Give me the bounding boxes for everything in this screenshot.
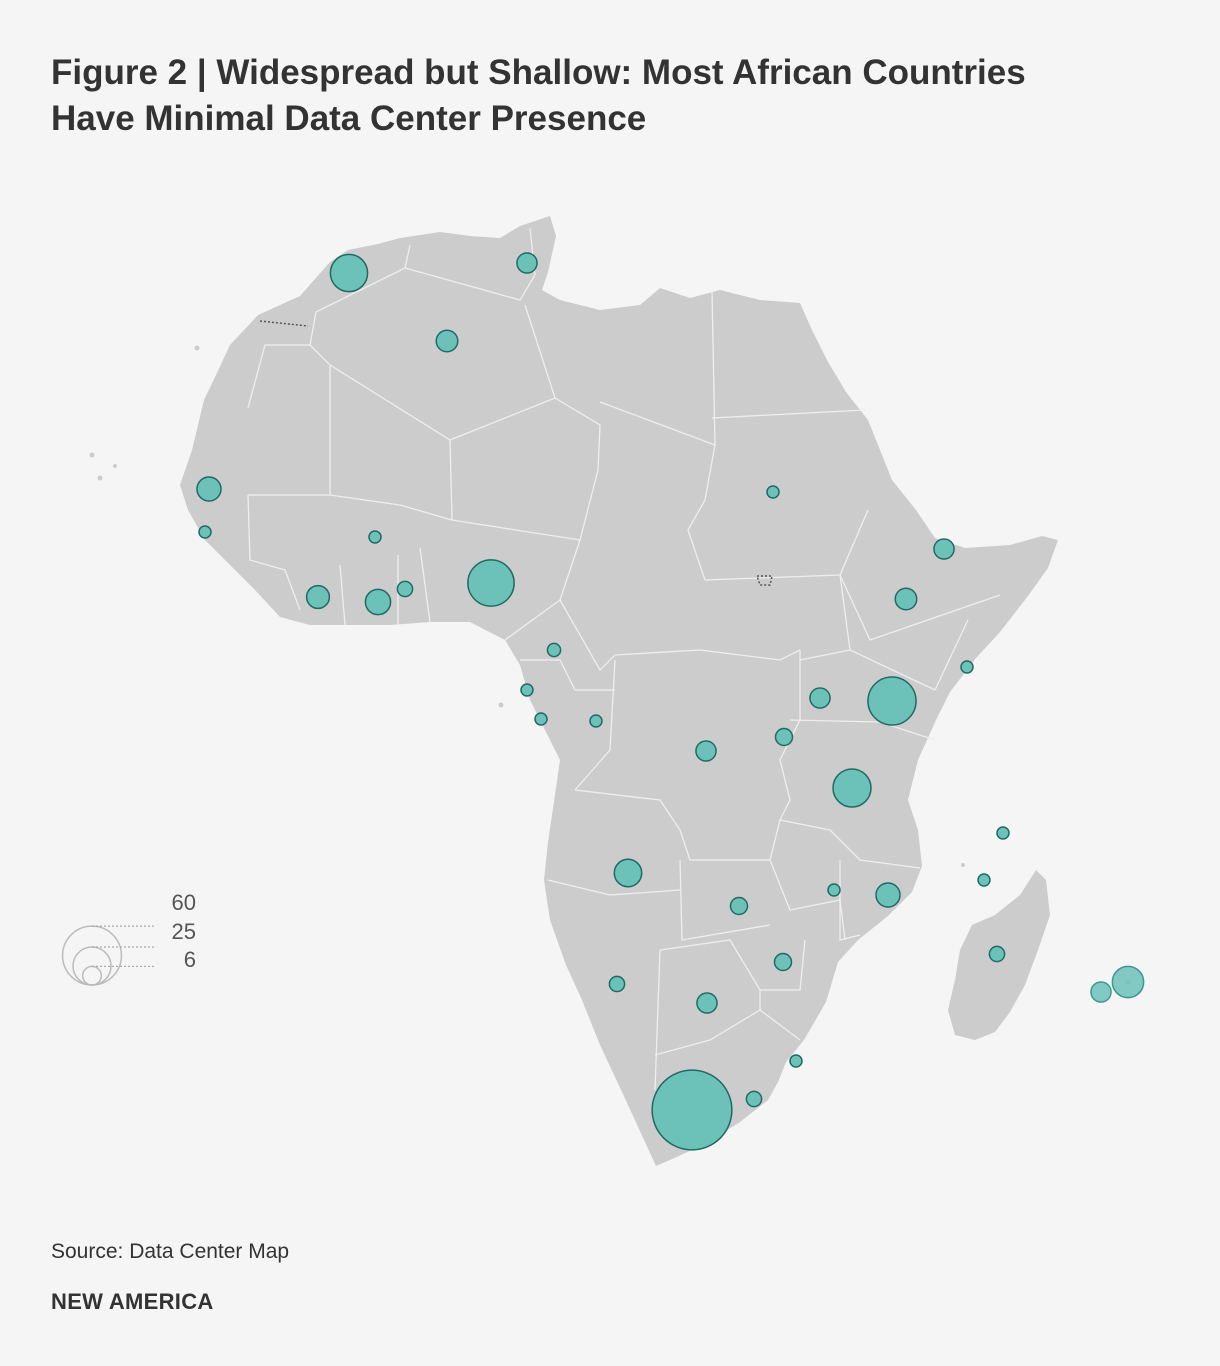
bubble-algeria — [435, 329, 459, 353]
chart-title: Figure 2 | Widespread but Shallow: Most … — [51, 50, 1171, 142]
cape-verde-island-2 — [97, 475, 103, 481]
disputed-borders — [259, 320, 773, 586]
bubble-comoros — [977, 873, 991, 887]
bubble-togo-benin — [396, 580, 414, 598]
bubble-south-africa — [651, 1069, 733, 1151]
bubble-rwanda — [774, 727, 794, 747]
bubble-lesotho — [745, 1090, 763, 1108]
comoros-island — [961, 863, 965, 867]
bubble-mauritius — [1111, 965, 1145, 999]
bubble-burkina-faso — [368, 530, 382, 544]
bubble-botswana — [696, 992, 718, 1014]
brand-logo-text: NEW AMERICA — [51, 1289, 214, 1314]
bubble-cote-divoire — [305, 584, 331, 610]
legend-circle-60 — [61, 925, 123, 986]
chart-title-line-1: Figure 2 | Widespread but Shallow: Most … — [51, 53, 1026, 92]
bubble-zimbabwe — [773, 952, 793, 972]
size-legend: 60 25 6 — [61, 890, 196, 986]
legend-circle-6 — [81, 965, 103, 986]
bubble-nigeria — [467, 559, 515, 607]
bubble-ethiopia — [894, 587, 918, 611]
source-note: Source: Data Center Map — [51, 1240, 290, 1263]
country-borders — [247, 227, 1001, 1091]
legend-label-60: 60 — [172, 890, 196, 915]
bubble-guinea — [198, 525, 212, 539]
bubble-tanzania — [832, 768, 872, 808]
cape-verde-island-1 — [89, 452, 95, 458]
bubble-tunisia — [516, 252, 538, 274]
bubble-somalia — [960, 660, 974, 674]
bubble-madagascar — [988, 945, 1006, 963]
legend-circles — [61, 925, 123, 986]
bubble-reunion — [1090, 981, 1112, 1003]
legend-label-25: 25 — [172, 919, 196, 944]
bubble-kenya — [867, 676, 917, 726]
bubble-malawi — [827, 883, 841, 897]
data-center-bubbles — [196, 252, 1145, 1151]
bubble-seychelles — [996, 826, 1010, 840]
legend-leader-lines — [92, 925, 155, 967]
africa-mainland — [180, 216, 1058, 1166]
legend-label-6: 6 — [184, 947, 196, 972]
bubble-djibouti — [933, 538, 955, 560]
sao-tome-island — [498, 702, 504, 708]
bubble-cameroon — [546, 642, 562, 658]
bubble-eswatini — [789, 1054, 803, 1068]
bubble-uganda — [809, 687, 831, 709]
bubble-sudan — [766, 485, 780, 499]
bubble-congo — [589, 714, 603, 728]
bubble-ghana — [364, 588, 392, 616]
bubble-morocco — [329, 253, 369, 293]
land-layer — [89, 216, 1131, 1166]
bubble-dr-congo — [695, 740, 717, 762]
chart-title-line-2: Have Minimal Data Center Presence — [51, 99, 647, 138]
bubble-gabon — [534, 712, 548, 726]
bubble-angola — [613, 858, 643, 888]
canary-island — [194, 345, 200, 351]
bubble-equatorial-guinea — [520, 683, 534, 697]
bubble-mozambique — [875, 882, 901, 908]
bubble-zambia — [729, 896, 749, 916]
bubble-senegal — [196, 476, 222, 502]
cape-verde-island-3 — [113, 464, 117, 468]
bubble-namibia — [608, 975, 626, 993]
